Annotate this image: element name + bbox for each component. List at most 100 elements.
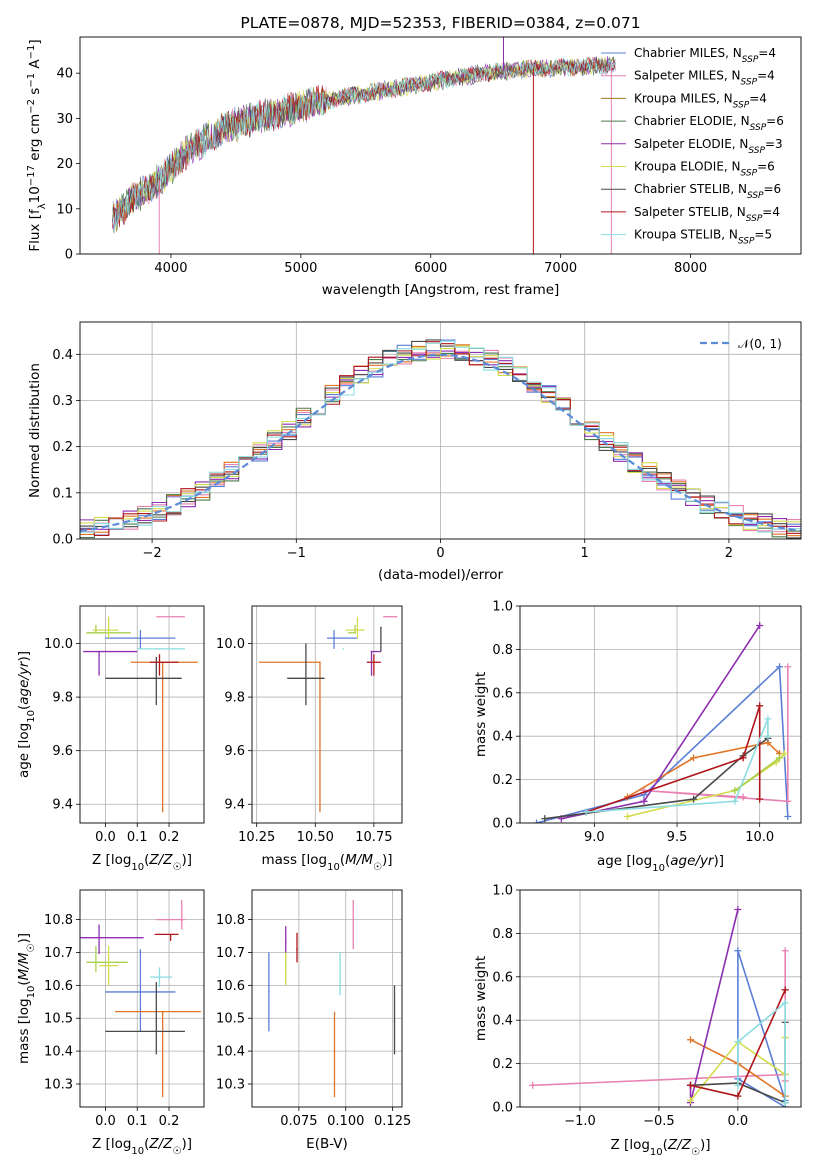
data-point — [373, 661, 375, 664]
ticks: 0.0 0.1 0.2 9.4 9.6 9.8 10.0 — [44, 637, 179, 845]
y-tick-label: 40 — [56, 67, 73, 82]
label-part: ( — [144, 1136, 149, 1152]
y-tick-label: 0.4 — [52, 348, 73, 363]
legend-label-tail: =6 — [766, 114, 784, 128]
y-axis-label: mass [log10(M/M☉)] — [16, 933, 37, 1064]
y-tick-label: 9.8 — [52, 691, 73, 706]
x-tick-label: 0.1 — [127, 1114, 148, 1129]
error-bars — [268, 899, 396, 1098]
grid — [520, 890, 801, 1107]
data-point — [107, 964, 110, 967]
weight-marker — [686, 1036, 694, 1044]
x-tick-label: 0.100 — [327, 1114, 364, 1129]
label-part: ☉ — [26, 944, 37, 953]
y-tick-label: 10.6 — [44, 979, 73, 994]
y-tick-label: 0.1 — [52, 486, 73, 501]
x-tick-label: −2 — [143, 546, 162, 561]
weight-marker — [739, 793, 747, 801]
label-part: ☉ — [691, 1147, 700, 1158]
weight-marker — [776, 663, 784, 671]
plot-area — [520, 606, 801, 823]
label-part: age [log — [597, 853, 652, 869]
label-part: ( — [16, 980, 32, 985]
data-point — [95, 961, 97, 964]
legend-label-sub: SSP — [742, 55, 759, 65]
label-part: ( — [665, 853, 670, 869]
y-tick-label: 0.4 — [492, 730, 513, 745]
weight-marker — [640, 797, 648, 805]
weight-marker — [784, 812, 792, 820]
ticks: −1.0 −0.5 0.0 0.0 0.2 0.4 0.6 0.8 1.0 — [492, 884, 748, 1130]
data-point — [305, 677, 307, 680]
legend-label-tail: =3 — [765, 137, 783, 151]
weight-marker — [734, 1038, 742, 1046]
x-axis-label: E(B-V) — [306, 1136, 348, 1152]
y-tick-label: 10 — [56, 202, 73, 217]
panel-1: 4000 5000 6000 7000 8000 0 10 20 30 40 PLATE=0878,… — [26, 14, 802, 298]
y-tick-label: 0.6 — [492, 970, 513, 985]
x-tick-label: 5000 — [284, 261, 317, 276]
data-point — [339, 977, 341, 980]
label-part: age [log — [16, 723, 32, 778]
legend-label-main: Chabrier MILES, N — [634, 46, 742, 60]
weight-marker — [686, 1081, 694, 1089]
data-point — [139, 991, 142, 993]
error-bars — [83, 615, 198, 813]
weight-marker — [686, 1096, 694, 1104]
x-axis-label: mass [log10(M/M☉)] — [261, 852, 392, 873]
legend-label-main: Salpeter MILES, N — [634, 69, 741, 83]
legend-label-tail: =5 — [754, 228, 772, 242]
legend-label-main: Kroupa STELIB, N — [634, 228, 738, 242]
label-part: Z [log — [611, 1137, 650, 1153]
weight-marker — [776, 754, 784, 762]
data-point — [107, 629, 110, 631]
label-part: 10 — [652, 863, 665, 874]
chart-title: PLATE=0878, MJD=52353, FIBERID=0384, z=0… — [240, 14, 640, 32]
label-part: age/yr — [16, 660, 32, 705]
label-part: ( — [16, 705, 32, 710]
x-tick-label: 2 — [725, 546, 733, 561]
weight-marker — [734, 1081, 742, 1089]
data-point — [389, 615, 392, 618]
y-tick-label: 9.4 — [224, 798, 245, 813]
x-tick-label: 9.0 — [584, 830, 605, 845]
x-axis-label: Z [log10(Z/Z☉)] — [92, 852, 192, 873]
legend-label: Salpeter ELODIE, NSSP=3 — [634, 137, 783, 156]
x-tick-label: 4000 — [154, 261, 187, 276]
legend-label-main: Chabrier ELODIE, N — [634, 114, 750, 128]
label-part: 10 — [650, 1147, 663, 1158]
y-tick-label: 9.6 — [52, 744, 73, 759]
label-part: ] — [27, 39, 43, 44]
x-tick-label: 0.125 — [374, 1114, 411, 1129]
label-part: )] — [382, 852, 393, 868]
y-tick-label: 10.6 — [216, 979, 245, 994]
weight-marker — [756, 795, 764, 803]
data-point — [296, 948, 298, 950]
y-tick-label: 10.4 — [216, 1045, 245, 1060]
normal-curve — [80, 353, 801, 532]
data-point — [333, 1050, 336, 1052]
label-part: −2 — [26, 99, 37, 114]
legend-label-main: Salpeter STELIB, N — [634, 205, 746, 219]
x-tick-label: 8000 — [674, 261, 707, 276]
legend-label-sub: SSP — [750, 123, 767, 133]
grid — [80, 606, 204, 823]
weight-marker — [731, 786, 739, 794]
panel-4: 10.25 10.50 10.75 9.4 9.6 9.8 10.0 mass [log10(… — [216, 605, 403, 873]
x-tick-label: 7000 — [544, 261, 577, 276]
legend-label-sub: SSP — [747, 191, 764, 201]
legend-label-main: Kroupa MILES, N — [634, 91, 733, 105]
y-axis-label: mass weight — [473, 672, 489, 757]
y-tick-label: 0.8 — [492, 927, 513, 942]
weight-marker — [784, 663, 792, 671]
weight-marker — [781, 1099, 789, 1107]
label-part: Z/Z — [148, 1136, 173, 1152]
x-tick-label: 0.0 — [95, 830, 116, 845]
label-part: −17 — [26, 165, 37, 186]
weight-marker — [784, 797, 792, 805]
data-point — [161, 1010, 164, 1013]
legend-label: Kroupa STELIB, NSSP=5 — [634, 228, 772, 247]
label-part: 10 — [327, 862, 340, 873]
legend-label: Kroupa ELODIE, NSSP=6 — [634, 160, 775, 179]
